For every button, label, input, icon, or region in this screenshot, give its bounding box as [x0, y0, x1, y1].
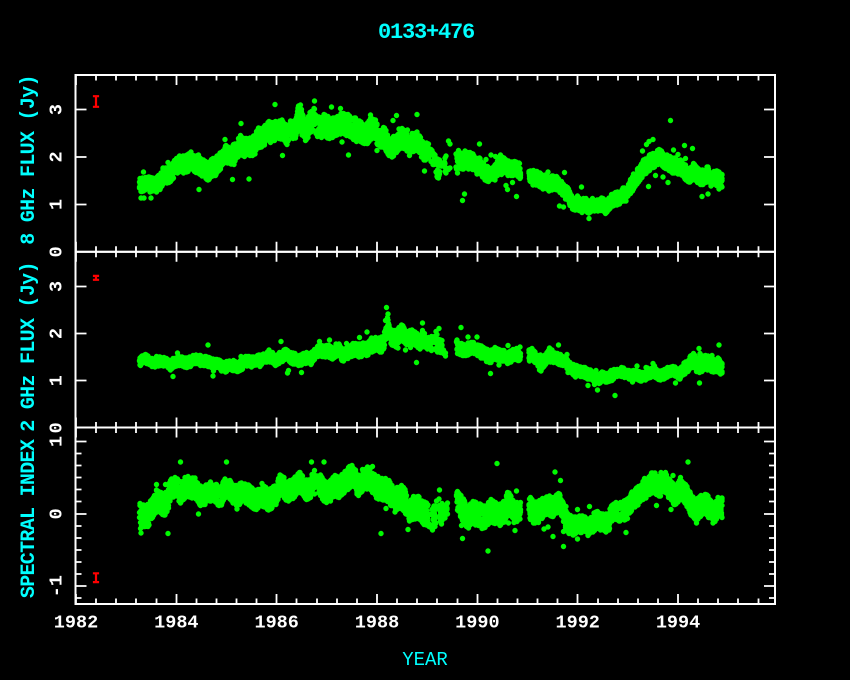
- svg-text:YEAR: YEAR: [402, 649, 448, 671]
- svg-text:8 GHz FLUX (Jy): 8 GHz FLUX (Jy): [18, 75, 41, 245]
- svg-text:1984: 1984: [154, 613, 198, 634]
- svg-text:0133+476: 0133+476: [378, 20, 474, 45]
- svg-text:0: 0: [47, 508, 68, 519]
- svg-text:1: 1: [47, 375, 68, 386]
- svg-text:0: 0: [47, 246, 68, 257]
- svg-text:2: 2: [47, 328, 68, 339]
- svg-text:1986: 1986: [254, 613, 298, 634]
- svg-text:1982: 1982: [54, 613, 98, 634]
- svg-text:1: 1: [47, 199, 68, 210]
- svg-text:-1: -1: [47, 575, 68, 597]
- svg-text:1990: 1990: [455, 613, 499, 634]
- svg-text:1992: 1992: [555, 613, 599, 634]
- svg-text:3: 3: [47, 104, 68, 115]
- svg-text:0: 0: [47, 422, 68, 433]
- svg-text:2: 2: [47, 151, 68, 162]
- svg-text:1: 1: [47, 436, 68, 447]
- svg-text:SPECTRAL INDEX: SPECTRAL INDEX: [18, 439, 41, 598]
- svg-text:1988: 1988: [355, 613, 399, 634]
- svg-text:2 GHz FLUX (Jy): 2 GHz FLUX (Jy): [18, 262, 41, 432]
- svg-text:3: 3: [47, 281, 68, 292]
- svg-text:1994: 1994: [656, 613, 700, 634]
